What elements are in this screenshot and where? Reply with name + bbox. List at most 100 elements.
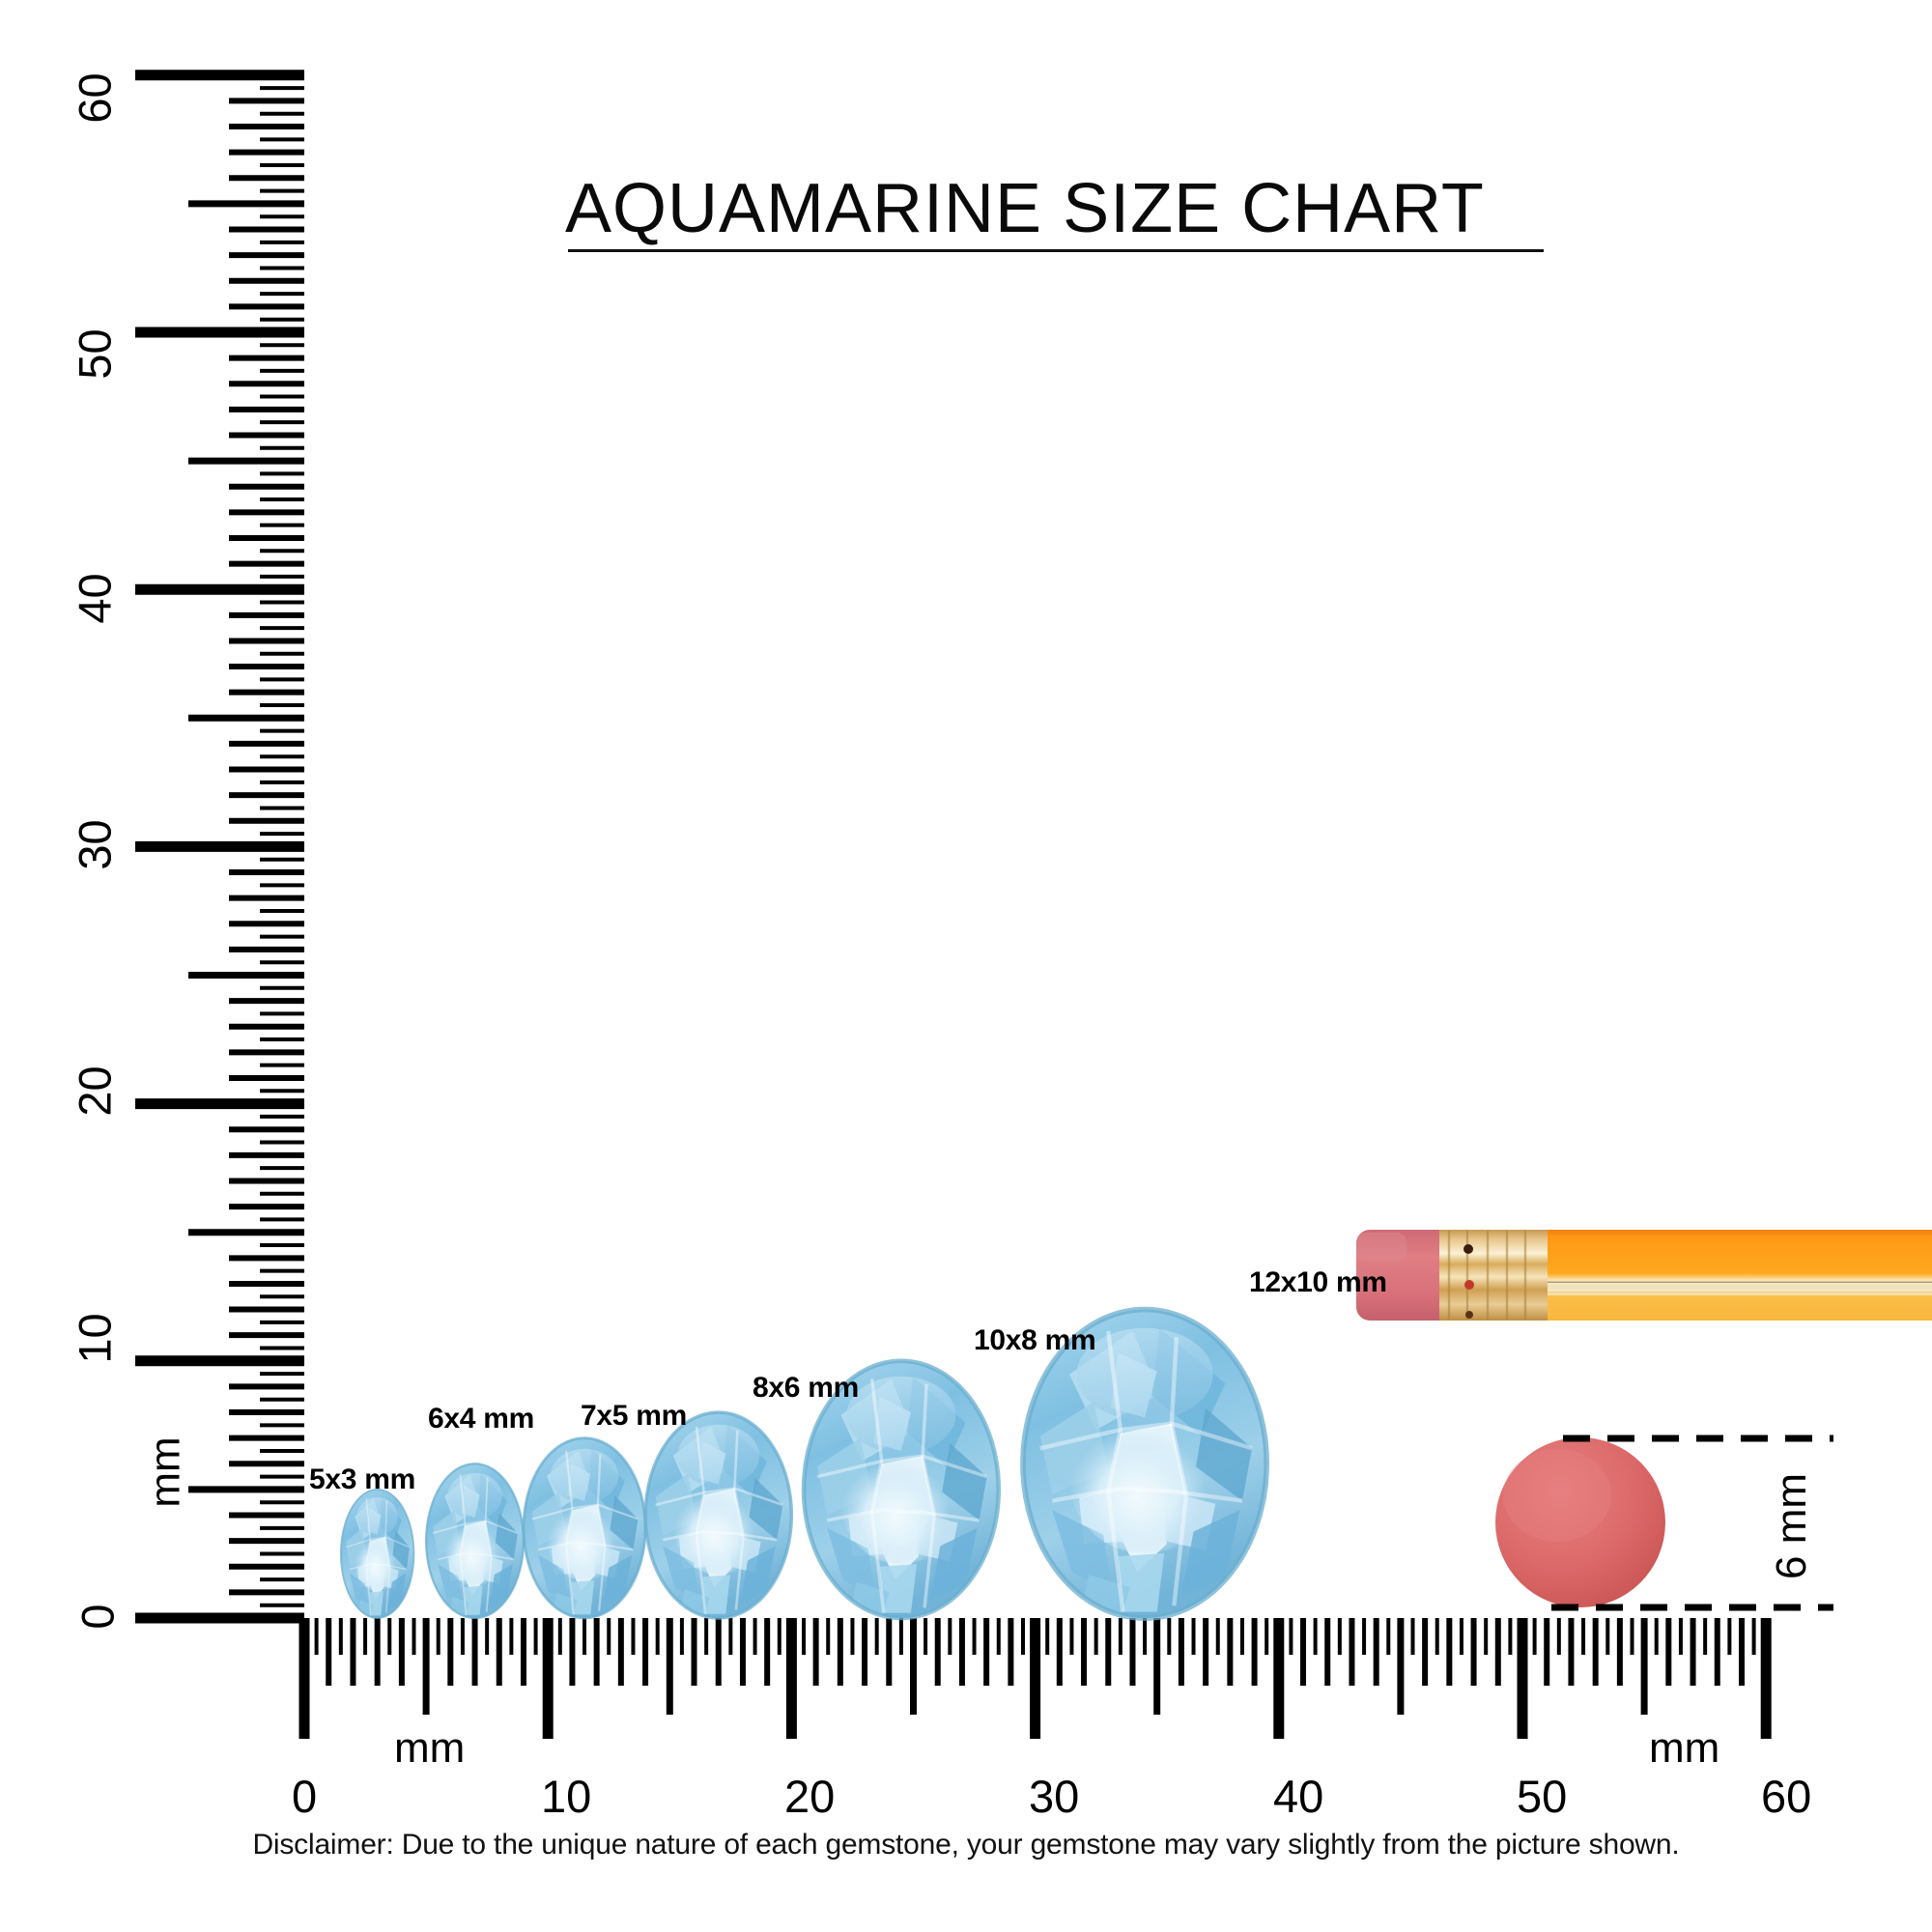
gem-facet [438, 1564, 463, 1606]
gem-facet [848, 1510, 892, 1557]
gem-facet [871, 1456, 935, 1549]
gem-label-5x3: 5x3 mm [309, 1463, 415, 1495]
gem-label-12x10: 12x10 mm [1249, 1266, 1387, 1298]
gem-facet [477, 1472, 507, 1527]
gem-facet [369, 1557, 384, 1600]
gem-facet [906, 1376, 966, 1466]
vertical-ruler-ticks [135, 70, 304, 1624]
gem-body [340, 1489, 414, 1618]
gemstone-5-3-mm[interactable] [339, 1489, 415, 1619]
gem-outline [424, 1463, 526, 1620]
page-title: AQUAMARINE SIZE CHART [565, 170, 1485, 247]
gem-facet [566, 1504, 606, 1570]
gem-facet [357, 1600, 374, 1618]
gem-facet [449, 1596, 469, 1618]
gem-outline [643, 1410, 794, 1620]
gem-label-10x8: 10x8 mm [974, 1324, 1096, 1356]
y-tick-label-40: 40 [69, 573, 121, 624]
gem-facet [1118, 1472, 1167, 1573]
gem-facet [367, 1507, 382, 1535]
gem-facet [531, 1492, 567, 1547]
y-axis-unit-label: mm [141, 1436, 189, 1508]
gem-body [426, 1463, 524, 1618]
x-axis-unit-label-right: mm [1649, 1724, 1720, 1772]
gem-facet [702, 1520, 732, 1588]
gem-facet [349, 1573, 368, 1608]
gem-facet [879, 1496, 920, 1580]
gemstone-7-5-mm[interactable] [522, 1436, 647, 1620]
gem-facet [702, 1575, 730, 1614]
gem-facet [879, 1564, 918, 1613]
gem-facet [817, 1437, 872, 1516]
gem-facet [464, 1585, 483, 1615]
gem-facet [553, 1592, 578, 1618]
y-tick-label-60: 60 [69, 72, 121, 124]
gem-label-7x5: 7x5 mm [581, 1400, 687, 1432]
gem-facet [357, 1564, 374, 1588]
gem-facet [697, 1440, 726, 1485]
gem-facet [827, 1527, 876, 1598]
gem-label-6x4: 6x4 mm [428, 1403, 534, 1435]
y-tick-label-30: 30 [69, 819, 121, 870]
gem-facet [749, 1478, 783, 1541]
gem-facet [388, 1573, 407, 1609]
horizontal-ruler-ticks [298, 1618, 1772, 1739]
x-tick-label-40: 40 [1273, 1771, 1324, 1822]
gem-facet [383, 1565, 399, 1590]
gem-facet [355, 1498, 383, 1540]
gem-facet [366, 1537, 390, 1584]
x-tick-label-10: 10 [541, 1771, 592, 1822]
gem-facet [1078, 1488, 1133, 1545]
gem-facet [538, 1554, 569, 1605]
gem-facet [740, 1546, 776, 1605]
gem-facet [587, 1448, 625, 1513]
gem-facet [571, 1533, 596, 1592]
y-tick-label-50: 50 [69, 328, 121, 380]
x-axis-unit-label-left: mm [394, 1724, 466, 1772]
gem-body [645, 1412, 792, 1618]
gem-facet [930, 1527, 978, 1601]
y-tick-label-20: 20 [69, 1065, 121, 1117]
gem-facet [346, 1527, 367, 1567]
gem-facet [460, 1520, 492, 1577]
gem-facet [571, 1579, 595, 1615]
gem-facet [551, 1542, 579, 1576]
gem-facet [942, 1442, 987, 1520]
gemstone-group [339, 1306, 1270, 1621]
gem-facet [850, 1581, 890, 1618]
gem-facet [482, 1554, 503, 1584]
gem-facet [1196, 1407, 1253, 1501]
gem-facet [723, 1424, 767, 1497]
gem-facet [444, 1474, 481, 1524]
gem-facet [1118, 1552, 1165, 1612]
y-tick-label-0: 0 [71, 1604, 124, 1630]
gem-facet [1039, 1402, 1109, 1495]
gem-facet [678, 1531, 712, 1569]
x-tick-label-30: 30 [1029, 1771, 1080, 1822]
gem-facet [696, 1488, 744, 1563]
gem-facet [1110, 1352, 1157, 1418]
gem-facet [489, 1564, 513, 1607]
gem-facet [1151, 1327, 1226, 1436]
gem-facet [448, 1552, 470, 1581]
title-underline [568, 249, 1544, 252]
gem-facet [567, 1463, 591, 1501]
gemstone-8-6-mm[interactable] [643, 1410, 794, 1620]
pencil [1356, 1230, 1932, 1321]
gemstone-6-4-mm[interactable] [424, 1463, 526, 1620]
gem-facet [546, 1450, 592, 1509]
gem-facet [680, 1589, 710, 1618]
x-tick-label-20: 20 [784, 1771, 836, 1822]
gem-facet [379, 1496, 402, 1543]
gem-facet [392, 1530, 410, 1570]
gem-facet [663, 1546, 700, 1602]
y-tick-label-10: 10 [69, 1313, 121, 1364]
x-tick-label-50: 50 [1517, 1771, 1568, 1822]
eraser-dimension-label: 6 mm [1768, 1473, 1815, 1579]
x-tick-label-60: 60 [1761, 1771, 1812, 1822]
gem-facet [1081, 1575, 1130, 1618]
gem-facet [369, 1591, 384, 1616]
gem-facet [1108, 1423, 1186, 1535]
x-tick-label-0: 0 [292, 1771, 318, 1822]
